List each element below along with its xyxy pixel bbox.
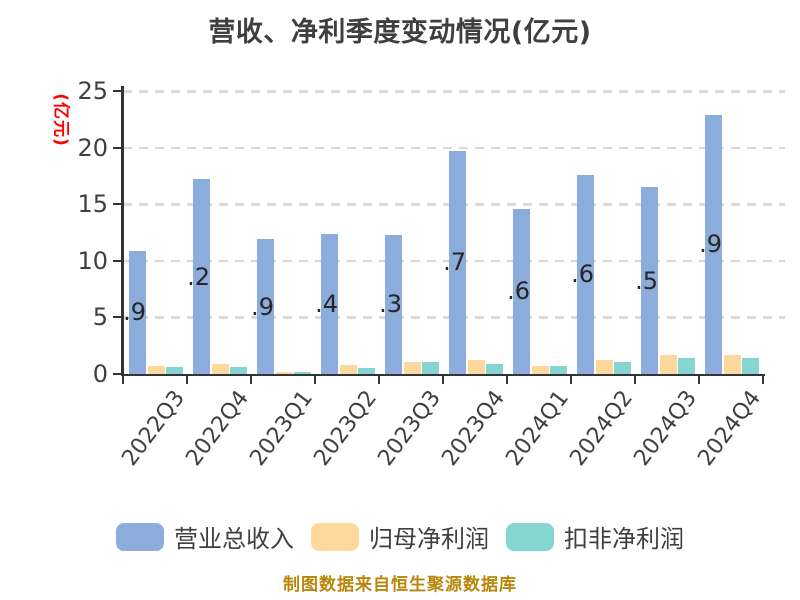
bar-total-revenue-2024Q2 bbox=[577, 174, 594, 374]
x-tick bbox=[570, 374, 572, 384]
bar-net-profit-2023Q3 bbox=[403, 361, 421, 374]
y-tick bbox=[113, 259, 123, 262]
bar-non-gaap-net-profit-2023Q1 bbox=[294, 371, 311, 374]
x-tick bbox=[122, 374, 124, 384]
y-tick bbox=[113, 373, 123, 375]
bar-net-profit-2023Q2 bbox=[339, 364, 357, 374]
y-tick bbox=[113, 146, 123, 149]
bar-value-label: .5 bbox=[635, 266, 658, 295]
bar-total-revenue-2024Q4 bbox=[705, 114, 722, 374]
x-tick bbox=[634, 374, 636, 384]
bar-net-profit-2023Q4 bbox=[467, 360, 485, 374]
y-tick-label: 5 bbox=[92, 303, 108, 332]
bar-total-revenue-2024Q3 bbox=[641, 187, 658, 374]
bar-total-revenue-2023Q4 bbox=[449, 150, 466, 374]
bar-net-profit-2022Q3 bbox=[147, 366, 165, 374]
bar-total-revenue-2023Q3 bbox=[385, 234, 402, 374]
bar-value-label: .2 bbox=[187, 262, 210, 291]
bar-non-gaap-net-profit-2023Q4 bbox=[486, 363, 503, 374]
x-tick bbox=[186, 374, 188, 384]
bar-non-gaap-net-profit-2022Q3 bbox=[166, 367, 183, 374]
bar-total-revenue-2023Q2 bbox=[321, 233, 338, 374]
legend-swatch-net-profit bbox=[311, 522, 359, 551]
bar-non-gaap-net-profit-2023Q3 bbox=[422, 361, 439, 374]
bar-value-label: .9 bbox=[251, 292, 274, 321]
y-tick-label: 15 bbox=[77, 190, 108, 219]
bar-total-revenue-2022Q4 bbox=[193, 179, 210, 374]
bar-total-revenue-2022Q3 bbox=[129, 250, 146, 374]
x-tick bbox=[506, 374, 508, 384]
bar-net-profit-2024Q3 bbox=[659, 355, 677, 374]
bar-value-label: .7 bbox=[443, 248, 466, 277]
footer-note: 制图数据来自恒生聚源数据库 bbox=[283, 575, 517, 595]
bar-non-gaap-net-profit-2024Q3 bbox=[678, 357, 695, 374]
y-tick-label: 0 bbox=[92, 360, 108, 388]
bar-value-label: .3 bbox=[379, 290, 402, 319]
legend-label-net-profit: 归母净利润 bbox=[369, 525, 489, 553]
legend-label-non-gaap-net-profit: 扣非净利润 bbox=[564, 525, 684, 553]
bar-value-label: .9 bbox=[699, 230, 722, 259]
bar-value-label: .6 bbox=[571, 260, 594, 289]
bar-non-gaap-net-profit-2024Q1 bbox=[550, 366, 567, 374]
x-tick bbox=[762, 374, 764, 384]
legend-item-total-revenue: 营业总收入 bbox=[116, 519, 294, 554]
y-tick-label: 25 bbox=[77, 77, 108, 105]
bar-non-gaap-net-profit-2024Q2 bbox=[614, 362, 631, 374]
legend-label-total-revenue: 营业总收入 bbox=[174, 525, 294, 553]
bar-non-gaap-net-profit-2024Q4 bbox=[742, 358, 759, 374]
y-tick-label: 20 bbox=[77, 133, 108, 162]
x-tick bbox=[250, 374, 252, 384]
gridline bbox=[123, 90, 785, 93]
legend-swatch-non-gaap-net-profit bbox=[506, 522, 554, 551]
bar-value-label: .6 bbox=[507, 277, 530, 306]
bar-net-profit-2023Q1 bbox=[275, 371, 293, 374]
x-tick bbox=[698, 374, 700, 384]
bar-non-gaap-net-profit-2022Q4 bbox=[230, 367, 247, 374]
bar-value-label: .4 bbox=[315, 289, 338, 318]
gridline bbox=[123, 146, 785, 150]
bar-net-profit-2024Q4 bbox=[723, 354, 741, 374]
legend-swatch-total-revenue bbox=[116, 522, 164, 551]
bar-total-revenue-2024Q1 bbox=[513, 208, 530, 374]
legend-item-non-gaap-net-profit: 扣非净利润 bbox=[506, 519, 684, 554]
x-tick bbox=[378, 374, 380, 384]
bar-total-revenue-2023Q1 bbox=[257, 239, 274, 374]
y-tick bbox=[113, 90, 123, 92]
x-tick bbox=[442, 374, 444, 384]
legend: 营业总收入 归母净利润 扣非净利润 bbox=[0, 519, 800, 554]
bar-non-gaap-net-profit-2023Q2 bbox=[358, 367, 375, 374]
y-axis-line bbox=[121, 86, 124, 376]
bar-value-label: .9 bbox=[123, 298, 146, 327]
bar-net-profit-2024Q2 bbox=[595, 360, 613, 374]
x-axis-line bbox=[121, 373, 765, 376]
bar-net-profit-2024Q1 bbox=[531, 365, 549, 374]
y-tick bbox=[113, 316, 123, 319]
y-tick-label: 10 bbox=[77, 246, 108, 275]
legend-item-net-profit: 归母净利润 bbox=[311, 519, 489, 554]
chart-title: 营收、净利季度变动情况(亿元) bbox=[208, 17, 592, 48]
y-tick bbox=[113, 203, 123, 206]
bar-net-profit-2022Q4 bbox=[211, 363, 229, 374]
x-tick bbox=[314, 374, 316, 384]
